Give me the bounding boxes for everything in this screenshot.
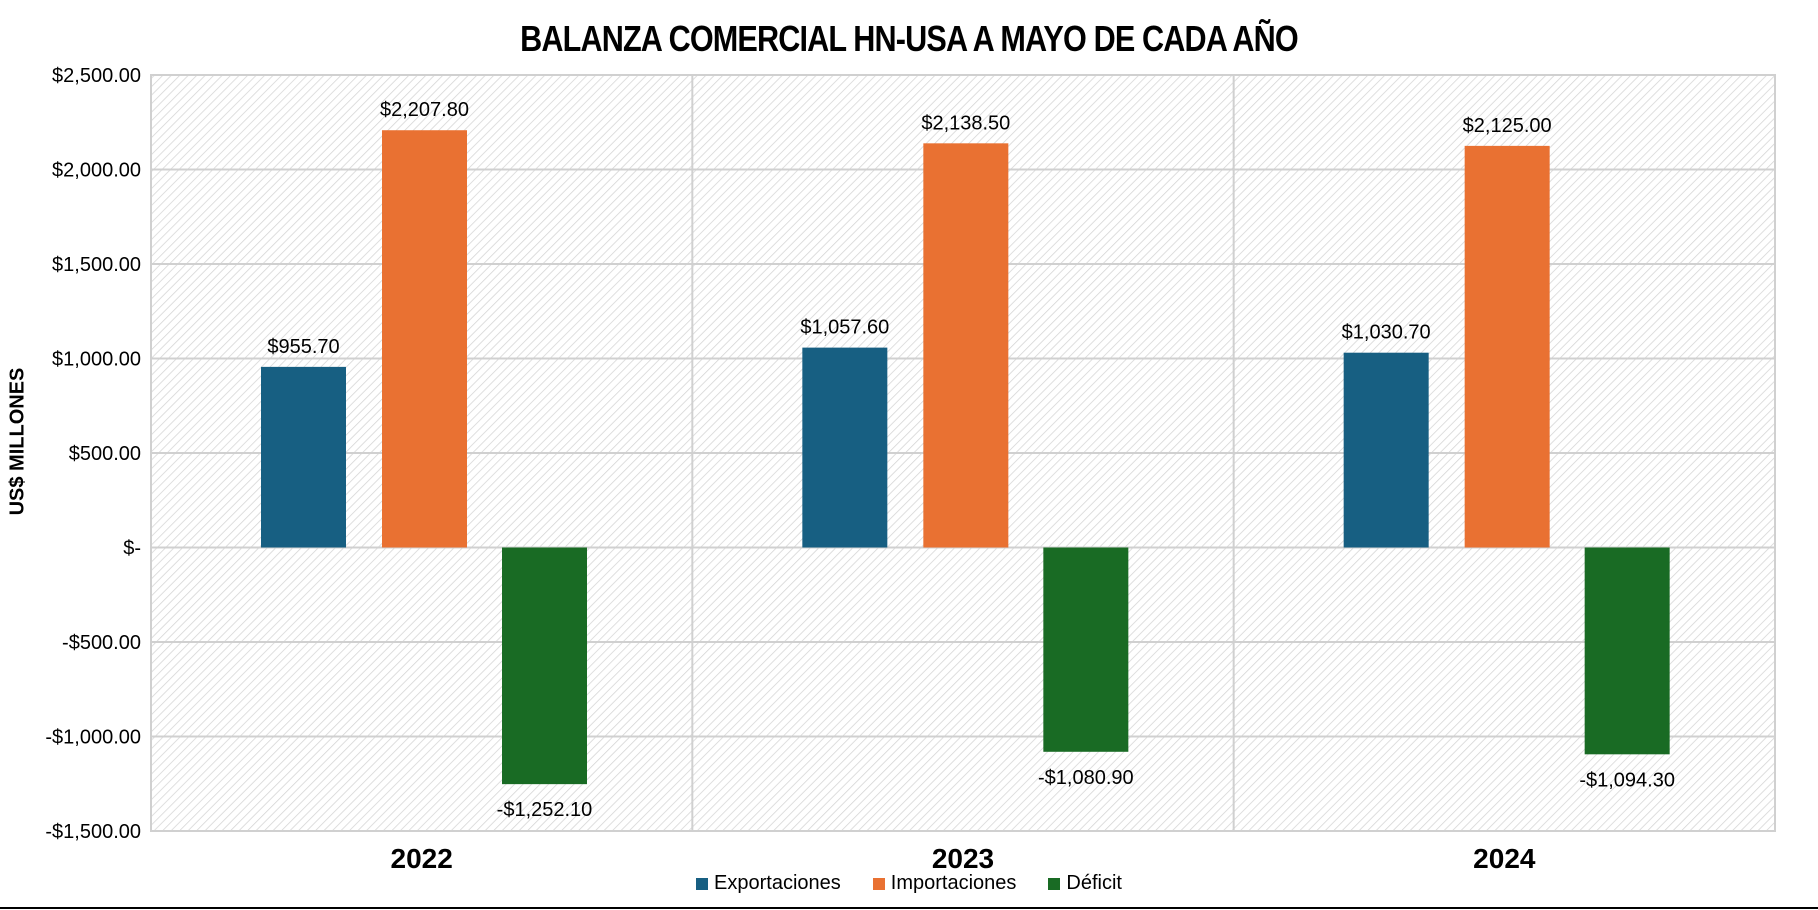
legend-swatch (872, 877, 885, 890)
legend-item: Déficit (1048, 872, 1122, 895)
bottom-border (0, 907, 1818, 909)
y-tick-label: $500.00 (69, 443, 141, 465)
y-tick-label: $1,500.00 (52, 254, 141, 276)
legend-swatch (696, 877, 709, 890)
y-tick-label: $1,000.00 (52, 349, 141, 371)
data-label: $2,138.50 (921, 112, 1010, 134)
legend-label: Déficit (1066, 872, 1122, 894)
legend-label: Importaciones (890, 872, 1017, 894)
legend-swatch (1048, 877, 1061, 890)
y-tick-label: -$1,500.00 (45, 821, 141, 843)
bar-déficit-2022 (502, 547, 587, 785)
bar-déficit-2023 (1043, 547, 1129, 752)
y-tick-label: $- (123, 538, 141, 560)
y-tick-label: $2,500.00 (52, 65, 141, 87)
data-label: -$1,094.30 (1579, 769, 1675, 791)
bar-exportaciones-2022 (261, 366, 346, 548)
bar-importaciones-2024 (1464, 145, 1550, 548)
bar-exportaciones-2023 (802, 347, 888, 548)
legend-item: Exportaciones (696, 872, 841, 895)
bar-importaciones-2022 (382, 130, 467, 548)
data-label: $2,207.80 (380, 99, 469, 121)
legend-item: Importaciones (872, 872, 1017, 895)
data-label: $955.70 (267, 336, 339, 358)
data-label: -$1,080.90 (1038, 767, 1134, 789)
data-label: $1,030.70 (1342, 322, 1431, 344)
data-label: $2,125.00 (1463, 115, 1552, 137)
legend-label: Exportaciones (714, 872, 841, 894)
bar-exportaciones-2024 (1343, 352, 1429, 548)
y-tick-label: -$500.00 (62, 632, 141, 654)
x-tick-label: 2022 (391, 843, 453, 874)
y-tick-label: $2,000.00 (52, 160, 141, 182)
legend: Exportaciones Importaciones Déficit (0, 872, 1818, 895)
bar-déficit-2024 (1584, 547, 1670, 755)
bar-importaciones-2023 (923, 143, 1009, 548)
chart-title: BALANZA COMERCIAL HN-USA A MAYO DE CADA … (520, 18, 1299, 59)
data-label: -$1,252.10 (497, 799, 593, 821)
y-tick-label: -$1,000.00 (45, 727, 141, 749)
data-label: $1,057.60 (800, 317, 889, 339)
x-tick-label: 2023 (932, 843, 994, 874)
x-tick-label: 2024 (1473, 843, 1536, 874)
